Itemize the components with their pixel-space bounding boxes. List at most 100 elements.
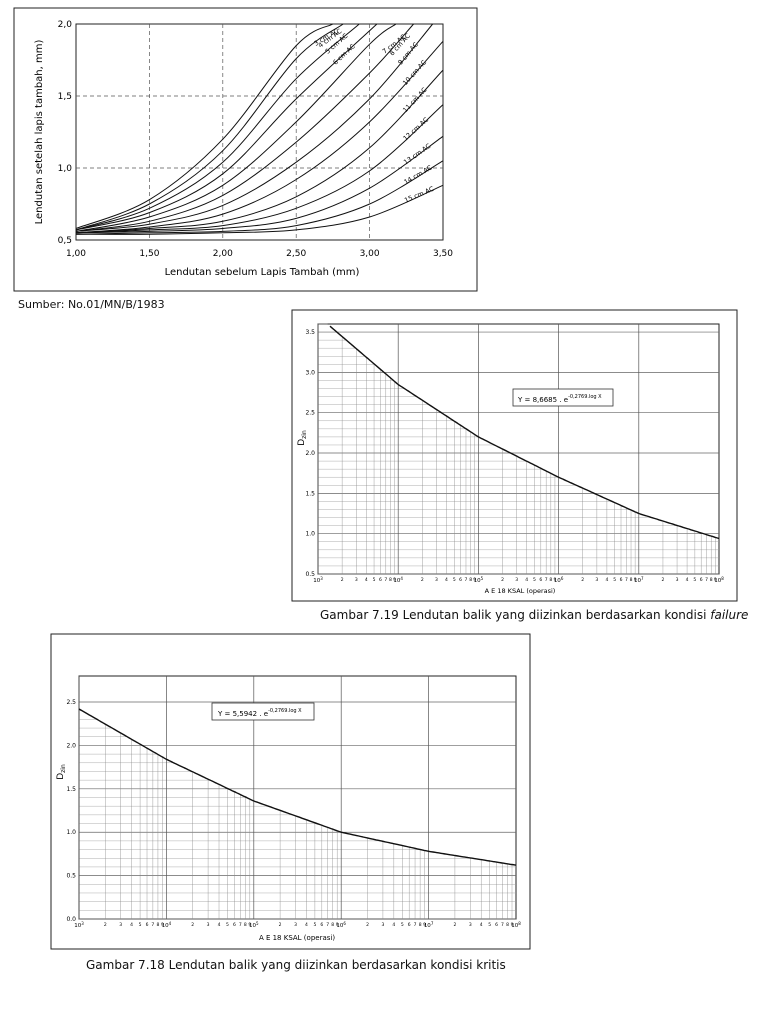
chart2-y-tick-label: 2.5 xyxy=(305,410,315,417)
chart3-x-minor-label: 6 xyxy=(495,922,498,928)
chart2-y-tick-label: 2.0 xyxy=(305,450,315,457)
chart3-x-minor-label: 4 xyxy=(480,922,483,928)
chart3-y-tick-label: 2.5 xyxy=(66,699,76,706)
chart3-x-minor-label: 6 xyxy=(408,922,411,928)
chart3-x-minor-label: 5 xyxy=(139,922,142,928)
chart3-x-minor-label: 8 xyxy=(156,922,159,928)
chart3-x-minor-label: 2 xyxy=(104,922,107,928)
chart3-x-decade-label: 105 xyxy=(249,921,259,929)
chart3-x-minor-label: 4 xyxy=(130,922,133,928)
chart2-x-minor-label: 8 xyxy=(549,577,552,583)
chart3-x-minor-label: 3 xyxy=(381,922,384,928)
chart1-series-line xyxy=(75,23,397,232)
chart2-y-axis-label-sub: zin xyxy=(301,430,308,439)
failure-italic: failure xyxy=(710,608,749,622)
chart2-y-tick-label: 1.0 xyxy=(305,531,315,538)
chart3-x-minor-label: 6 xyxy=(146,922,149,928)
chart1-x-tick-label: 3,50 xyxy=(433,249,453,259)
chart2-y-tick-label: 1.5 xyxy=(305,490,315,497)
chart3-x-minor-label: 7 xyxy=(414,922,417,928)
chart1-series-label: 14 cm AC xyxy=(403,163,434,186)
chart2-x-minor-label: 7 xyxy=(625,577,628,583)
chart2-x-minor-label: 2 xyxy=(581,577,584,583)
chart2-x-minor-label: 4 xyxy=(365,577,368,583)
chart3-equation: Y = 5,5942 . e xyxy=(217,710,268,718)
chart2-series-line xyxy=(329,325,720,540)
chart3-x-minor-label: 7 xyxy=(501,922,504,928)
chart1-series-line xyxy=(75,23,414,232)
chart2-y-tick-label: 0.5 xyxy=(305,571,315,578)
chart3-y-tick-label: 0.0 xyxy=(66,916,76,923)
chart1-x-tick-label: 1,50 xyxy=(139,249,159,259)
chart3-x-minor-label: 7 xyxy=(239,922,242,928)
overlay-thickness-chart: 3 cm AC4 cm AC5 cm AC6 cm AC 7 cm AC8 cm … xyxy=(13,7,478,292)
chart3-x-minor-label: 8 xyxy=(419,922,422,928)
chart2-grid xyxy=(317,323,720,575)
chart3-x-minor-label: 9 xyxy=(336,922,339,928)
chart3-x-minor-label: 9 xyxy=(511,922,514,928)
chart1-x-tick-label: 2,50 xyxy=(286,249,306,259)
chart2-x-minor-label: 3 xyxy=(515,577,518,583)
chart3-x-minor-label: 5 xyxy=(401,922,404,928)
chart3-y-tick-label: 0.5 xyxy=(66,873,76,880)
chart2-x-minor-label: 5 xyxy=(693,577,696,583)
figure-7-18-caption: Gambar 7.18 Lendutan balik yang diizinka… xyxy=(86,958,506,972)
chart2-x-minor-label: 7 xyxy=(545,577,548,583)
chart2-x-minor-label: 9 xyxy=(553,577,556,583)
chart2-x-minor-label: 5 xyxy=(533,577,536,583)
chart2-y-tick-label: 3.0 xyxy=(305,369,315,376)
chart1-series-line xyxy=(75,23,334,229)
chart3-x-minor-label: 4 xyxy=(218,922,221,928)
chart3-x-minor-label: 9 xyxy=(248,922,251,928)
chart1-series: 3 cm AC4 cm AC5 cm AC6 cm AC 7 cm AC8 cm … xyxy=(75,23,444,235)
chart2-x-axis-label: A E 18 KSAL (operasi) xyxy=(485,587,556,595)
chart1-series-line xyxy=(75,40,444,234)
chart3-y-tick-label: 1.0 xyxy=(66,829,76,836)
chart3-series xyxy=(78,708,517,866)
chart2-x-minor-label: 5 xyxy=(613,577,616,583)
chart3-x-minor-label: 7 xyxy=(151,922,154,928)
chart1-plot-border xyxy=(75,23,444,241)
chart2-x-decade-label: 104 xyxy=(393,576,403,584)
chart2-x-minor-label: 9 xyxy=(393,577,396,583)
chart2-equation-exponent: -0,2769.log X xyxy=(568,394,602,400)
chart3-x-minor-label: 4 xyxy=(392,922,395,928)
chart2-x-minor-label: 8 xyxy=(469,577,472,583)
chart2-series xyxy=(329,325,720,540)
chart2-x-minor-label: 3 xyxy=(355,577,358,583)
chart3-x-minor-label: 6 xyxy=(320,922,323,928)
chart1-y-tick-label: 2,0 xyxy=(58,20,73,30)
chart1-series-line xyxy=(75,135,444,234)
chart2-x-minor-label: 3 xyxy=(676,577,679,583)
chart1-y-tick-label: 1,0 xyxy=(58,164,73,174)
chart2-x-minor-label: 8 xyxy=(710,577,713,583)
chart3-x-minor-label: 5 xyxy=(226,922,229,928)
chart3-x-decade-label: 106 xyxy=(336,921,346,929)
chart3-x-minor-label: 3 xyxy=(469,922,472,928)
chart2-x-minor-label: 8 xyxy=(389,577,392,583)
chart3-grid xyxy=(78,675,517,920)
chart1-y-axis-label: Lendutan setelah lapis tambah, mm) xyxy=(34,40,45,225)
chart3-x-minor-label: 2 xyxy=(279,922,282,928)
chart1-grid xyxy=(75,23,444,241)
chart1-series-label: 11 cm AC xyxy=(401,86,429,115)
chart1-x-tick-label: 3,00 xyxy=(360,249,380,259)
chart1-x-tick-label: 2,00 xyxy=(213,249,233,259)
chart2-x-minor-label: 3 xyxy=(435,577,438,583)
chart2-x-minor-label: 4 xyxy=(605,577,608,583)
chart2-x-minor-label: 9 xyxy=(634,577,637,583)
chart3-y-axis-label: Dzin xyxy=(56,764,67,780)
chart2-plot-border xyxy=(317,323,720,575)
chart2-x-minor-label: 4 xyxy=(686,577,689,583)
chart2-x-minor-label: 6 xyxy=(539,577,542,583)
chart1-series-line xyxy=(75,69,444,234)
chart2-x-minor-label: 6 xyxy=(700,577,703,583)
chart3-x-minor-label: 8 xyxy=(244,922,247,928)
chart3-x-minor-label: 3 xyxy=(207,922,210,928)
chart2-x-minor-label: 9 xyxy=(714,577,717,583)
chart1-y-tick-label: 1,5 xyxy=(58,92,72,102)
chart2-x-minor-label: 4 xyxy=(445,577,448,583)
chart1-series-label: 15 cm AC xyxy=(403,185,435,205)
chart2-x-decade-label: 107 xyxy=(634,576,644,584)
chart1-series-label: 13 cm AC xyxy=(402,142,432,167)
